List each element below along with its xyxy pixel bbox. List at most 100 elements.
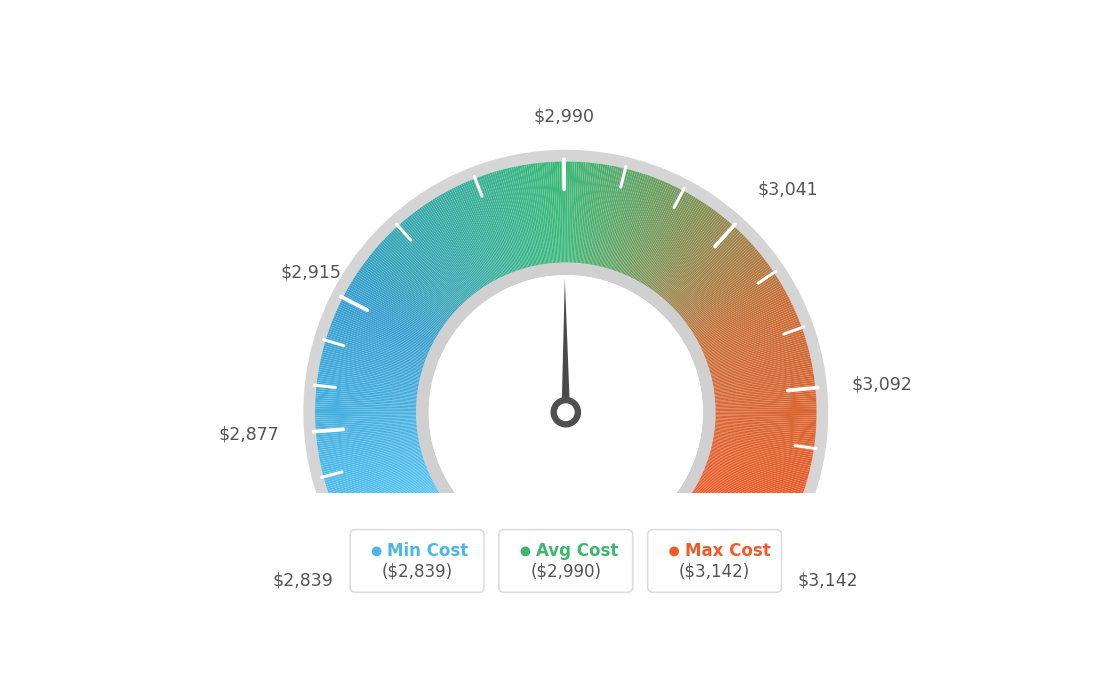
Wedge shape — [714, 402, 817, 408]
Wedge shape — [486, 174, 520, 271]
Wedge shape — [700, 476, 793, 522]
Wedge shape — [693, 488, 782, 541]
Wedge shape — [712, 369, 814, 388]
Wedge shape — [694, 486, 783, 540]
Wedge shape — [710, 449, 809, 476]
Wedge shape — [328, 459, 425, 493]
Wedge shape — [574, 161, 581, 264]
Wedge shape — [335, 315, 428, 355]
Wedge shape — [322, 352, 422, 377]
Wedge shape — [358, 495, 443, 554]
Wedge shape — [699, 298, 790, 346]
Wedge shape — [518, 166, 539, 266]
Wedge shape — [371, 253, 452, 318]
Wedge shape — [652, 209, 714, 293]
Circle shape — [669, 546, 679, 556]
Wedge shape — [577, 162, 587, 264]
Wedge shape — [544, 162, 554, 264]
Wedge shape — [475, 177, 513, 273]
Wedge shape — [714, 406, 817, 410]
Wedge shape — [714, 400, 816, 406]
Wedge shape — [686, 264, 769, 326]
Wedge shape — [588, 164, 605, 265]
Wedge shape — [479, 176, 516, 273]
Wedge shape — [327, 458, 425, 491]
Wedge shape — [351, 489, 439, 543]
Wedge shape — [315, 415, 417, 420]
Wedge shape — [601, 168, 627, 268]
Wedge shape — [322, 449, 422, 476]
Wedge shape — [656, 213, 720, 295]
Wedge shape — [500, 170, 528, 268]
Wedge shape — [709, 346, 808, 374]
Wedge shape — [319, 439, 420, 460]
Text: $2,839: $2,839 — [273, 572, 333, 590]
Wedge shape — [355, 493, 442, 551]
Wedge shape — [714, 413, 817, 415]
Wedge shape — [333, 468, 428, 508]
Wedge shape — [316, 397, 417, 405]
Wedge shape — [692, 279, 779, 335]
Wedge shape — [692, 490, 779, 545]
Wedge shape — [317, 384, 418, 397]
Wedge shape — [507, 168, 532, 268]
Wedge shape — [527, 164, 543, 265]
Wedge shape — [691, 491, 778, 547]
Wedge shape — [643, 198, 698, 286]
Wedge shape — [714, 414, 817, 417]
Wedge shape — [713, 376, 815, 392]
Wedge shape — [649, 205, 709, 290]
Wedge shape — [442, 193, 493, 283]
Wedge shape — [687, 499, 769, 560]
Wedge shape — [691, 492, 777, 549]
Wedge shape — [686, 263, 768, 324]
Wedge shape — [432, 199, 488, 286]
Wedge shape — [437, 195, 491, 284]
Wedge shape — [634, 189, 682, 281]
Polygon shape — [562, 278, 570, 412]
Wedge shape — [698, 481, 788, 530]
Wedge shape — [332, 318, 428, 358]
Wedge shape — [388, 235, 460, 308]
Wedge shape — [709, 451, 808, 481]
Wedge shape — [316, 422, 417, 431]
Wedge shape — [321, 446, 422, 472]
Wedge shape — [347, 484, 436, 535]
Wedge shape — [705, 324, 802, 362]
Wedge shape — [713, 433, 815, 448]
Wedge shape — [604, 170, 631, 268]
Wedge shape — [693, 283, 782, 337]
Wedge shape — [703, 468, 798, 508]
Wedge shape — [698, 480, 789, 528]
Wedge shape — [714, 424, 816, 435]
Wedge shape — [420, 208, 480, 291]
Wedge shape — [609, 172, 641, 270]
Wedge shape — [712, 439, 813, 460]
Wedge shape — [712, 363, 813, 384]
Wedge shape — [708, 335, 805, 368]
Wedge shape — [340, 477, 433, 524]
Wedge shape — [660, 218, 726, 298]
Wedge shape — [687, 497, 772, 558]
Wedge shape — [591, 165, 609, 266]
Wedge shape — [712, 437, 813, 457]
Wedge shape — [351, 281, 439, 335]
Wedge shape — [444, 193, 495, 282]
Wedge shape — [657, 214, 721, 295]
Wedge shape — [708, 457, 805, 489]
Wedge shape — [336, 471, 429, 514]
Wedge shape — [329, 326, 426, 363]
Wedge shape — [496, 170, 526, 269]
Wedge shape — [714, 421, 816, 428]
Wedge shape — [592, 166, 612, 266]
Wedge shape — [710, 348, 809, 375]
Wedge shape — [331, 465, 427, 504]
Wedge shape — [316, 395, 417, 404]
Text: ($2,839): ($2,839) — [382, 562, 453, 580]
Wedge shape — [359, 268, 444, 328]
Wedge shape — [522, 165, 541, 266]
Wedge shape — [355, 274, 442, 331]
Wedge shape — [421, 206, 481, 290]
Wedge shape — [570, 161, 574, 264]
Wedge shape — [704, 465, 800, 504]
